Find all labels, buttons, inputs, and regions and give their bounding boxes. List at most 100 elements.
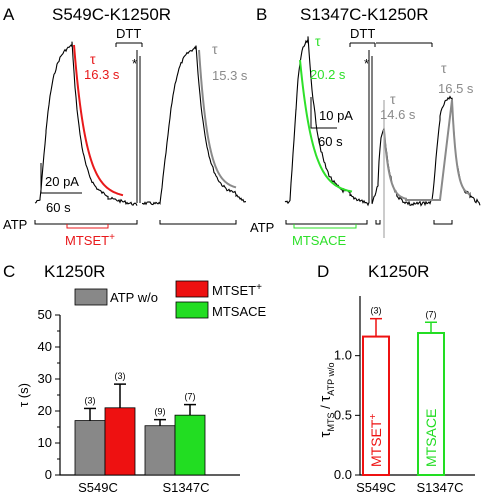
panel-a-letter: A <box>3 5 15 24</box>
legend-swatch-mtset <box>175 280 209 298</box>
panel-d-ytick-label: 0.0 <box>334 467 352 482</box>
panel-b-tau2-value: 14.6 s <box>380 107 416 122</box>
panel-b-tau3-symbol: τ <box>441 60 447 76</box>
panel-c-letter: C <box>3 262 15 281</box>
panel-b-title: S1347C-K1250R <box>300 5 429 24</box>
panel-d-n-label: (3) <box>371 306 382 316</box>
panel-a-tau1-symbol: τ <box>90 51 96 67</box>
panel-a-trace-1 <box>34 41 138 206</box>
panel-d-bars: (3) MTSET+ (7) MTSACE <box>362 306 445 477</box>
panel-b: B S1347C-K1250R DTT * τ 20.2 s τ 14.6 s … <box>250 5 481 248</box>
panel-b-dtt-bracket-2 <box>376 42 433 47</box>
panel-b-fit-atp <box>383 99 471 201</box>
panel-a-fit-mtset <box>73 44 124 197</box>
panel-b-atp-label: ATP <box>250 220 274 235</box>
panel-d-bar-label: MTSACE <box>423 409 439 467</box>
panel-c-ytick-label: 30 <box>38 371 52 386</box>
panel-b-atp-bar-2 <box>375 220 381 225</box>
panel-c-title: K1250R <box>44 262 105 281</box>
panel-d-letter: D <box>317 262 329 281</box>
legend-label-mtsace: MTSACE <box>212 304 267 319</box>
panel-a-mtset-label: MTSET+ <box>65 232 115 248</box>
panel-d-bar-group: (3) MTSET+ <box>362 306 390 476</box>
panel-c-axes: 0 10 20 30 40 50 S549C S1347C <box>38 307 240 495</box>
panel-b-dtt-bracket <box>349 42 376 47</box>
panel-c-n-label: (7) <box>185 392 196 402</box>
panel-a-scale-x: 60 s <box>46 200 71 215</box>
panel-b-star: * <box>364 56 369 71</box>
panel-c-bar-group: (3) <box>74 395 106 476</box>
panel-c-bar-group: (7) <box>174 392 206 476</box>
panel-c-bar <box>74 420 106 476</box>
panel-b-tau3-value: 16.5 s <box>438 81 474 96</box>
panel-c-ylabel: τ (s) <box>16 383 31 407</box>
panel-b-dtt-label: DTT <box>350 26 375 41</box>
panel-b-scale-bar <box>310 97 337 129</box>
panel-b-scale-x: 60 s <box>318 134 343 149</box>
legend-label-mtset: MTSET+ <box>212 282 262 298</box>
panel-c-ytick-label: 10 <box>38 435 52 450</box>
panel-c-n-label: (3) <box>115 371 126 381</box>
panel-a-atp-bar <box>34 220 138 225</box>
panel-c-bar <box>174 414 206 476</box>
panel-d-xtick-label: S1347C <box>417 480 464 495</box>
panel-a-tau1-value: 16.3 s <box>84 67 120 82</box>
panel-a-trace-2 <box>141 45 246 206</box>
panel-b-atp-bar <box>285 220 368 225</box>
panel-a-dtt-bracket <box>115 42 143 47</box>
panel-d-bar <box>417 331 445 477</box>
panel-d-n-label: (7) <box>426 309 437 319</box>
panel-d-xtick-label: S549C <box>356 480 396 495</box>
panel-c-ytick-label: 20 <box>38 403 52 418</box>
panel-c-n-label: (3) <box>85 395 96 405</box>
panel-a-mtset-bracket <box>66 224 109 229</box>
panel-d-bar <box>362 335 390 476</box>
panel-d: D K1250R τMTS / τATP w/o 0.0 0.5 1.0 S549C S… <box>317 262 475 495</box>
panel-c-bar <box>144 425 176 476</box>
panel-c-bar <box>104 407 136 476</box>
legend-label-atp: ATP w/o <box>110 290 158 305</box>
panel-a: A S549C-K1250R DTT * τ 16.3 s τ 15.3 s 2… <box>3 5 248 248</box>
panel-b-tau1-value: 20.2 s <box>310 67 346 82</box>
panel-b-tau1-symbol: τ <box>315 33 321 49</box>
panel-b-scale-y: 10 pA <box>319 108 353 123</box>
panel-a-title: S549C-K1250R <box>52 5 171 24</box>
panel-b-dtt-spike <box>368 50 373 203</box>
panel-c-bar-group: (3) <box>104 371 136 476</box>
panel-a-scale-y: 20 pA <box>45 174 79 189</box>
panel-a-dtt-label: DTT <box>116 26 141 41</box>
panel-a-dtt-spike <box>136 50 141 203</box>
panel-d-bar-group: (7) MTSACE <box>417 309 445 477</box>
panel-b-mtsace-label: MTSACE <box>292 233 347 248</box>
panel-b-mtsace-bracket <box>293 224 357 229</box>
panel-b-atp-bar-3 <box>433 220 453 225</box>
panel-b-fit-mtsace <box>299 59 353 193</box>
panel-c-ytick-label: 0 <box>45 467 52 482</box>
panel-d-ytick-label: 0.5 <box>334 407 352 422</box>
panel-c-bar-group: (9) <box>144 407 176 476</box>
panel-d-axes: 0.0 0.5 1.0 S549C S1347C <box>334 296 475 495</box>
panel-c-n-label: (9) <box>155 407 166 417</box>
panel-c-ytick-label: 50 <box>38 307 52 322</box>
panel-c-xtick-label: S549C <box>78 480 118 495</box>
panel-b-letter: B <box>256 5 267 24</box>
panel-a-tau2-value: 15.3 s <box>212 68 248 83</box>
panel-a-atp-label: ATP <box>3 217 27 232</box>
panel-a-star: * <box>132 56 137 71</box>
legend-swatch-atp <box>74 288 108 306</box>
panel-b-tau2-symbol: τ <box>390 91 396 107</box>
panel-a-scale-bar <box>40 163 82 194</box>
panel-d-title: K1250R <box>368 262 429 281</box>
panel-d-ylabel: τMTS / τATP w/o <box>317 363 336 438</box>
panel-c-xtick-label: S1347C <box>163 480 210 495</box>
panel-a-tau2-symbol: τ <box>212 41 218 57</box>
panel-d-bar-label: MTSET+ <box>368 414 384 467</box>
legend-swatch-mtsace <box>175 301 209 319</box>
panel-d-ytick-label: 1.0 <box>334 348 352 363</box>
panel-c-bars: (3) (3) (9) (7) <box>74 371 206 476</box>
panel-c-ytick-label: 40 <box>38 339 52 354</box>
panel-a-atp-bar-2 <box>159 220 237 225</box>
panel-b-trace-1 <box>284 36 370 207</box>
panel-c: C K1250R ATP w/o MTSET+ MTSACE τ (s) 0 10… <box>3 262 267 495</box>
